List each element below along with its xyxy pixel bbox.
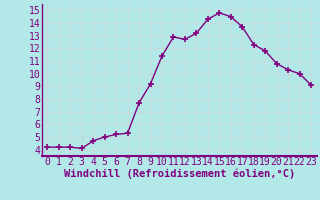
X-axis label: Windchill (Refroidissement éolien,°C): Windchill (Refroidissement éolien,°C)	[64, 169, 295, 179]
